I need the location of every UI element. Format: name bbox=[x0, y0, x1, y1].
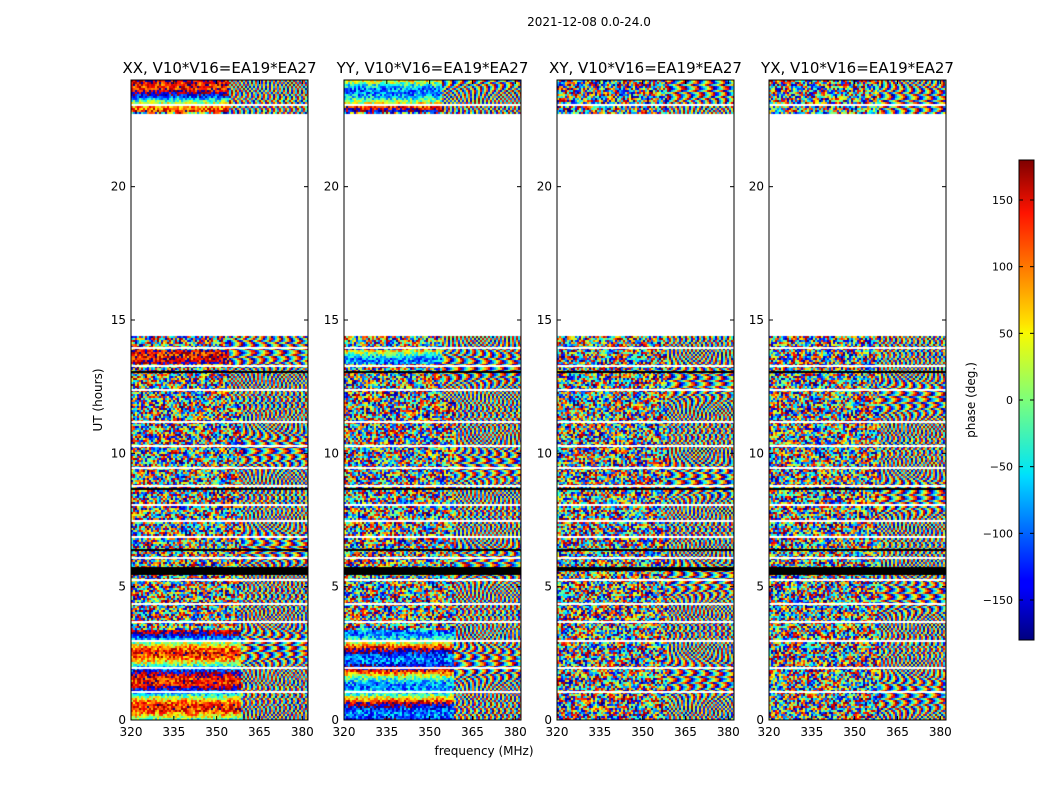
y-tick-label: 15 bbox=[537, 313, 552, 327]
y-tick-label: 20 bbox=[324, 180, 339, 194]
y-tick-label: 10 bbox=[749, 446, 764, 460]
x-tick-label: 350 bbox=[631, 725, 654, 739]
x-tick-label: 380 bbox=[717, 725, 740, 739]
panel-title-xy: XY, V10*V16=EA19*EA27 bbox=[549, 59, 742, 77]
x-tick-label: 320 bbox=[758, 725, 781, 739]
heatmap-yy bbox=[344, 80, 521, 720]
y-tick-label: 5 bbox=[756, 580, 764, 594]
x-tick-label: 335 bbox=[162, 725, 185, 739]
x-tick-label: 320 bbox=[333, 725, 356, 739]
y-tick-label: 5 bbox=[331, 580, 339, 594]
colorbar-tick-label: −100 bbox=[983, 527, 1013, 540]
y-tick-label: 0 bbox=[331, 713, 339, 727]
y-tick-label: 10 bbox=[324, 446, 339, 460]
x-tick-label: 320 bbox=[120, 725, 143, 739]
panel-title-yx: YX, V10*V16=EA19*EA27 bbox=[760, 59, 954, 77]
colorbar-tick-label: 50 bbox=[999, 327, 1013, 340]
y-tick-label: 20 bbox=[749, 180, 764, 194]
y-tick-label: 10 bbox=[111, 446, 126, 460]
y-tick-label: 10 bbox=[537, 446, 552, 460]
y-tick-label: 0 bbox=[756, 713, 764, 727]
x-tick-label: 335 bbox=[375, 725, 398, 739]
x-tick-label: 320 bbox=[546, 725, 569, 739]
panel-frame bbox=[343, 79, 522, 721]
y-tick-label: 0 bbox=[118, 713, 126, 727]
x-tick-label: 365 bbox=[674, 725, 697, 739]
x-tick-label: 350 bbox=[418, 725, 441, 739]
panel-xy: XY, V10*V16=EA19*EA27 320 335 350 365 380 0 5 10… bbox=[537, 59, 742, 739]
colorbar-tick-label: −50 bbox=[990, 461, 1013, 474]
x-tick-label: 365 bbox=[461, 725, 484, 739]
y-tick-label: 0 bbox=[544, 713, 552, 727]
panel-title-yy: YY, V10*V16=EA19*EA27 bbox=[336, 59, 529, 77]
y-tick-label: 20 bbox=[537, 180, 552, 194]
x-tick-label: 335 bbox=[800, 725, 823, 739]
x-axis-label: frequency (MHz) bbox=[434, 744, 533, 758]
figure-title: 2021-12-08 0.0-24.0 bbox=[527, 15, 651, 29]
x-tick-label: 380 bbox=[291, 725, 314, 739]
panel-frame bbox=[130, 79, 309, 721]
y-tick-label: 5 bbox=[118, 580, 126, 594]
y-tick-label: 15 bbox=[324, 313, 339, 327]
panel-title-xx: XX, V10*V16=EA19*EA27 bbox=[122, 59, 316, 77]
y-tick-label: 15 bbox=[111, 313, 126, 327]
colorbar: −150 −100 −50 0 50 100 150 bbox=[983, 159, 1035, 641]
x-tick-label: 380 bbox=[504, 725, 527, 739]
colorbar-tick-label: 0 bbox=[1006, 394, 1013, 407]
x-tick-label: 380 bbox=[929, 725, 952, 739]
panel-xx: XX, V10*V16=EA19*EA27 320 335 350 365 380 0 5 10… bbox=[111, 59, 317, 739]
panel-yx: YX, V10*V16=EA19*EA27 320 335 350 365 380 0 5 10… bbox=[749, 59, 954, 739]
y-tick-label: 5 bbox=[544, 580, 552, 594]
x-tick-label: 365 bbox=[886, 725, 909, 739]
panels: XX, V10*V16=EA19*EA27 320 335 350 365 380 0 5 10… bbox=[111, 59, 954, 739]
y-tick-label: 20 bbox=[111, 180, 126, 194]
x-tick-label: 350 bbox=[843, 725, 866, 739]
panel-frame bbox=[768, 79, 947, 721]
panel-yy: YY, V10*V16=EA19*EA27 320 335 350 365 380 0 5 10… bbox=[324, 59, 529, 739]
panel-frame bbox=[556, 79, 735, 721]
heatmap-xy bbox=[557, 80, 734, 720]
heatmap-xx bbox=[131, 80, 308, 720]
y-axis-label: UT (hours) bbox=[91, 368, 105, 431]
x-tick-label: 350 bbox=[205, 725, 228, 739]
colorbar-label: phase (deg.) bbox=[964, 362, 978, 438]
x-tick-label: 335 bbox=[588, 725, 611, 739]
colorbar-tick-label: 150 bbox=[992, 194, 1013, 207]
heatmap-yx bbox=[769, 80, 946, 720]
colorbar-tick-label: −150 bbox=[983, 594, 1013, 607]
colorbar-tick-label: 100 bbox=[992, 261, 1013, 274]
y-tick-label: 15 bbox=[749, 313, 764, 327]
x-tick-label: 365 bbox=[248, 725, 271, 739]
